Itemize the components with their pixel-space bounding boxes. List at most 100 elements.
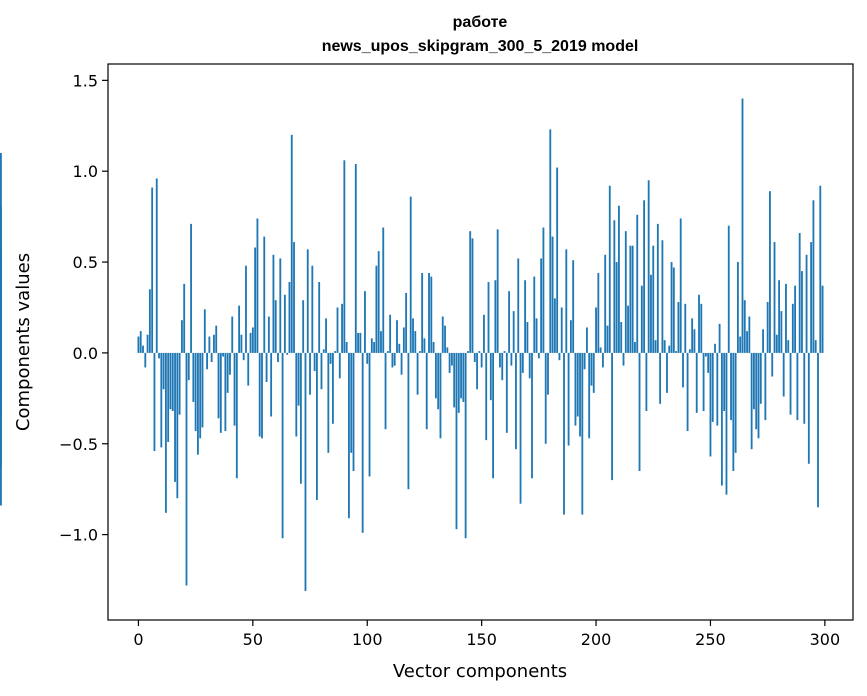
bar-23: [190, 223, 192, 353]
bar-262: [736, 262, 739, 353]
bar-138: [453, 352, 456, 408]
bar-281: [780, 311, 783, 353]
bar-252: [714, 343, 716, 353]
bar-226: [654, 340, 657, 353]
bar-200: [595, 307, 597, 353]
bar-103: [373, 342, 376, 353]
bar-296: [814, 340, 817, 353]
bar-246: [700, 303, 703, 353]
bar-195: [583, 352, 586, 370]
bar-11: [162, 352, 165, 390]
bar-20: [183, 283, 186, 353]
bar-264: [741, 98, 744, 353]
bar-176: [540, 258, 543, 353]
y-axis-label: Components values: [13, 253, 34, 431]
bar-144: [467, 351, 469, 353]
bar-80: [320, 352, 323, 390]
bar-95: [354, 163, 357, 353]
plot-frame: [107, 63, 854, 621]
bar-123: [418, 351, 421, 353]
bar-15: [171, 352, 174, 412]
bar-64: [283, 294, 286, 353]
bar-278: [773, 242, 776, 353]
bar-8: [155, 178, 158, 353]
bar-290: [801, 271, 803, 353]
bar-40: [229, 352, 231, 375]
bar-287: [794, 285, 797, 353]
bar-267: [748, 316, 751, 353]
bar-235: [675, 351, 678, 353]
bar-90: [343, 160, 346, 353]
bar-133: [441, 316, 444, 353]
bar-84: [329, 352, 332, 364]
bar-142: [462, 352, 465, 402]
bar-7: [153, 352, 156, 452]
bar-254: [718, 323, 721, 353]
bar-240: [686, 352, 689, 432]
bar-177: [542, 227, 545, 353]
bar-155: [492, 352, 494, 479]
bar-282: [782, 352, 785, 397]
bar-137: [450, 352, 453, 366]
bar-163: [510, 352, 513, 366]
bar-216: [631, 245, 634, 353]
bar-111: [391, 352, 394, 368]
bar-188: [567, 352, 570, 446]
x-tick-label: 300: [810, 630, 841, 649]
bar-32: [210, 352, 213, 362]
bar-26: [197, 352, 199, 455]
bar-196: [585, 327, 588, 353]
bar-201: [597, 272, 600, 353]
bar-113: [396, 320, 398, 353]
bar-159: [501, 352, 504, 381]
bar-71: [299, 352, 302, 484]
bar-52: [256, 218, 259, 353]
bar-16: [174, 352, 176, 482]
x-axis-ticks: 0 50 100 150 200 250 300: [133, 620, 840, 649]
bar-135: [446, 347, 449, 353]
bar-97: [359, 332, 362, 353]
bar-208: [613, 220, 616, 353]
bar-232: [668, 345, 671, 353]
bar-214: [627, 305, 629, 353]
bar-51: [254, 247, 257, 353]
bar-14: [169, 352, 172, 410]
bar-223: [647, 180, 650, 353]
bar-108: [384, 352, 387, 430]
bar-180: [549, 129, 552, 353]
bar-115: [400, 352, 403, 375]
y-tick-label: 1.0: [73, 162, 98, 181]
bar-18: [178, 352, 181, 415]
bar-181: [551, 236, 554, 353]
bar-45: [240, 334, 243, 353]
bar-230: [663, 340, 666, 353]
bar-293: [807, 352, 810, 464]
bar-60: [274, 300, 277, 353]
bar-136: [448, 352, 451, 373]
bar-228: [659, 352, 662, 404]
bar-156: [494, 280, 497, 353]
bar-209: [615, 262, 618, 353]
bar-205: [606, 325, 609, 353]
x-axis-label: Vector components: [393, 661, 567, 682]
bar-249: [707, 352, 710, 373]
bar-194: [581, 352, 584, 515]
bar-172: [531, 352, 533, 479]
bar-56: [265, 352, 268, 382]
bar-105: [377, 251, 380, 353]
bar-undefined: [0, 352, 2, 506]
bar-85: [332, 352, 334, 424]
bar-236: [677, 302, 680, 353]
bar-168: [521, 352, 524, 373]
x-tick-label: 200: [581, 630, 612, 649]
bar-224: [650, 274, 652, 353]
x-tick-label: 250: [695, 630, 726, 649]
bar-182: [553, 298, 556, 353]
bar-79: [318, 282, 321, 353]
bar-118: [407, 352, 410, 490]
bar-206: [608, 185, 611, 353]
bar-4: [146, 334, 149, 353]
bar-169: [524, 280, 527, 353]
bar-153: [487, 282, 490, 353]
bar-291: [803, 352, 806, 424]
